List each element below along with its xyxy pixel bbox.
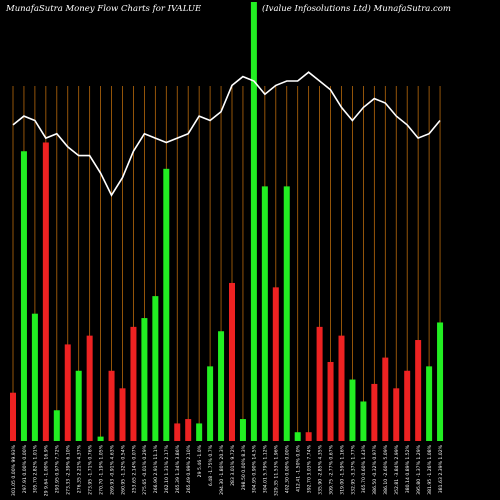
tick-label-35: 386.10 -2.60% 5.09% <box>383 444 389 494</box>
tick-label-28: 392.70 3.03% 7.74% <box>306 444 312 493</box>
tick-label-2: 297.91 0.00% 0.00% <box>22 444 28 493</box>
tick-label-30: 309.75 -2.77% 0.67% <box>328 444 334 494</box>
tick-label-22: 298.50 0.00% 8.3% <box>241 444 247 490</box>
tick-label-38: 395.80 -1.37% 1.29% <box>416 444 422 494</box>
tick-label-3: 305.70 2.82% 1.01% <box>33 444 39 493</box>
tick-label-19: 6.48 -1.75% 0.7% <box>208 444 214 486</box>
tick-label-27: 412.41 -1.50% 0.0% <box>296 444 302 492</box>
tick-label-11: 260.95 -1.32% 0.54% <box>120 444 126 494</box>
tick-label-13: 275.65 -0.01% 0.29% <box>142 444 148 494</box>
money-flow-bars <box>10 2 444 442</box>
bar-11 <box>119 388 126 441</box>
bar-18 <box>196 423 203 441</box>
bar-27 <box>294 432 301 441</box>
tick-label-25: 329.35 11.53% 1.96% <box>274 444 280 496</box>
chart-title: MunafaSutra Money Flow Charts for IVALUE <box>6 4 202 14</box>
x-axis-tick-labels: 301.05 0.00% 99.93% 297.91 0.00% 0.00% 305… <box>11 444 444 496</box>
tick-label-10: 269.93 -0.91% 4.63% <box>109 444 115 494</box>
bar-35 <box>382 357 389 441</box>
bar-8 <box>86 335 93 441</box>
tick-label-15: 262.10 1.31% 2.17% <box>164 444 170 493</box>
bar-9 <box>97 436 104 441</box>
bar-36 <box>393 388 400 441</box>
bar-4 <box>42 142 49 442</box>
bar-6 <box>64 344 71 441</box>
bar-30 <box>327 361 334 441</box>
tick-label-40: 381.63 2.39% 1.02% <box>438 444 444 493</box>
tick-label-4: 29 9.64 -1.00% 16.9% <box>44 444 50 496</box>
bar-15 <box>163 168 170 441</box>
bar-1 <box>10 392 16 441</box>
bar-14 <box>152 296 159 441</box>
bar-3 <box>31 313 38 441</box>
bar-12 <box>130 326 137 441</box>
bar-25 <box>272 287 279 441</box>
tick-label-29: 335.90 -2.85% 4.35% <box>317 444 323 494</box>
bar-40 <box>437 322 444 441</box>
tick-label-8: 273.95 -1.71% 0.76% <box>87 444 93 494</box>
bar-32 <box>349 379 356 441</box>
bar-38 <box>415 340 422 441</box>
tick-label-16: 265.39 1.34% 3.86% <box>175 444 181 493</box>
tick-label-18: 29 5.46 -1.0% <box>197 444 203 477</box>
bar-24 <box>261 186 268 441</box>
tick-label-37: 380.14 0.89% 1.52% <box>405 444 411 493</box>
bar-21 <box>229 282 235 441</box>
tick-label-17: 265.49 0.99% 2.10% <box>186 444 192 493</box>
chart-title-right: (Ivalue Infosolutions Ltd) MunafaSutra.c… <box>262 4 451 14</box>
tick-label-39: 381.95 -1.26% 1.08% <box>427 444 433 494</box>
tick-label-21: 283 3.01% 9.72% <box>230 444 236 486</box>
bar-17 <box>185 419 192 441</box>
bar-5 <box>53 410 60 441</box>
tick-label-36: 352.81 -3.84% 2.99% <box>394 444 400 494</box>
tick-label-31: 319.00 -1.59% 1.16% <box>339 444 345 494</box>
money-flow-line <box>12 71 441 197</box>
bar-34 <box>371 383 378 441</box>
tick-label-23: 304.95 0.90% 14.5% <box>252 444 258 493</box>
bar-28 <box>305 432 312 441</box>
bar-20 <box>218 331 225 441</box>
tick-label-32: 332.95 -3.37% 1.77% <box>350 444 356 494</box>
bar-13 <box>141 318 148 441</box>
tick-label-24: 304.01 5.79% 1.12% <box>263 444 269 493</box>
tick-label-20: 294.30 -1.80% 20.3% <box>219 444 225 494</box>
bar-37 <box>404 370 411 441</box>
bar-16 <box>174 423 181 441</box>
tick-label-1: 301.05 0.00% 99.93% <box>11 444 17 496</box>
bar-33 <box>360 401 367 441</box>
tick-label-12: 253.65 2.14% 0.07% <box>131 444 137 493</box>
bar-10 <box>108 370 115 441</box>
tick-label-26: 402.30 0.00% 0.00% <box>285 444 291 493</box>
tick-label-9: 270.70 -1.19% 1.05% <box>98 444 104 494</box>
bar-7 <box>75 370 82 441</box>
tick-label-5: 293.95 0.97% 7.72% <box>55 444 61 493</box>
tick-label-14: 266.90 2.91% 11.1% <box>153 444 159 493</box>
bar-22 <box>239 419 246 441</box>
tick-label-33: 365.70 0.60% 1.43% <box>361 444 367 493</box>
bar-26 <box>283 186 290 441</box>
tick-label-6: 273.33 -2.39% 6.10% <box>66 444 72 494</box>
bar-2 <box>20 151 27 441</box>
bar-23 <box>250 2 257 441</box>
tick-label-7: 276.35 2.21% 4.37% <box>77 444 83 493</box>
bar-39 <box>426 366 433 441</box>
bar-19 <box>207 366 214 441</box>
bar-29 <box>316 326 323 441</box>
tick-label-34: 386.50 -0.32% 0.97% <box>372 444 378 494</box>
bar-31 <box>338 335 345 441</box>
